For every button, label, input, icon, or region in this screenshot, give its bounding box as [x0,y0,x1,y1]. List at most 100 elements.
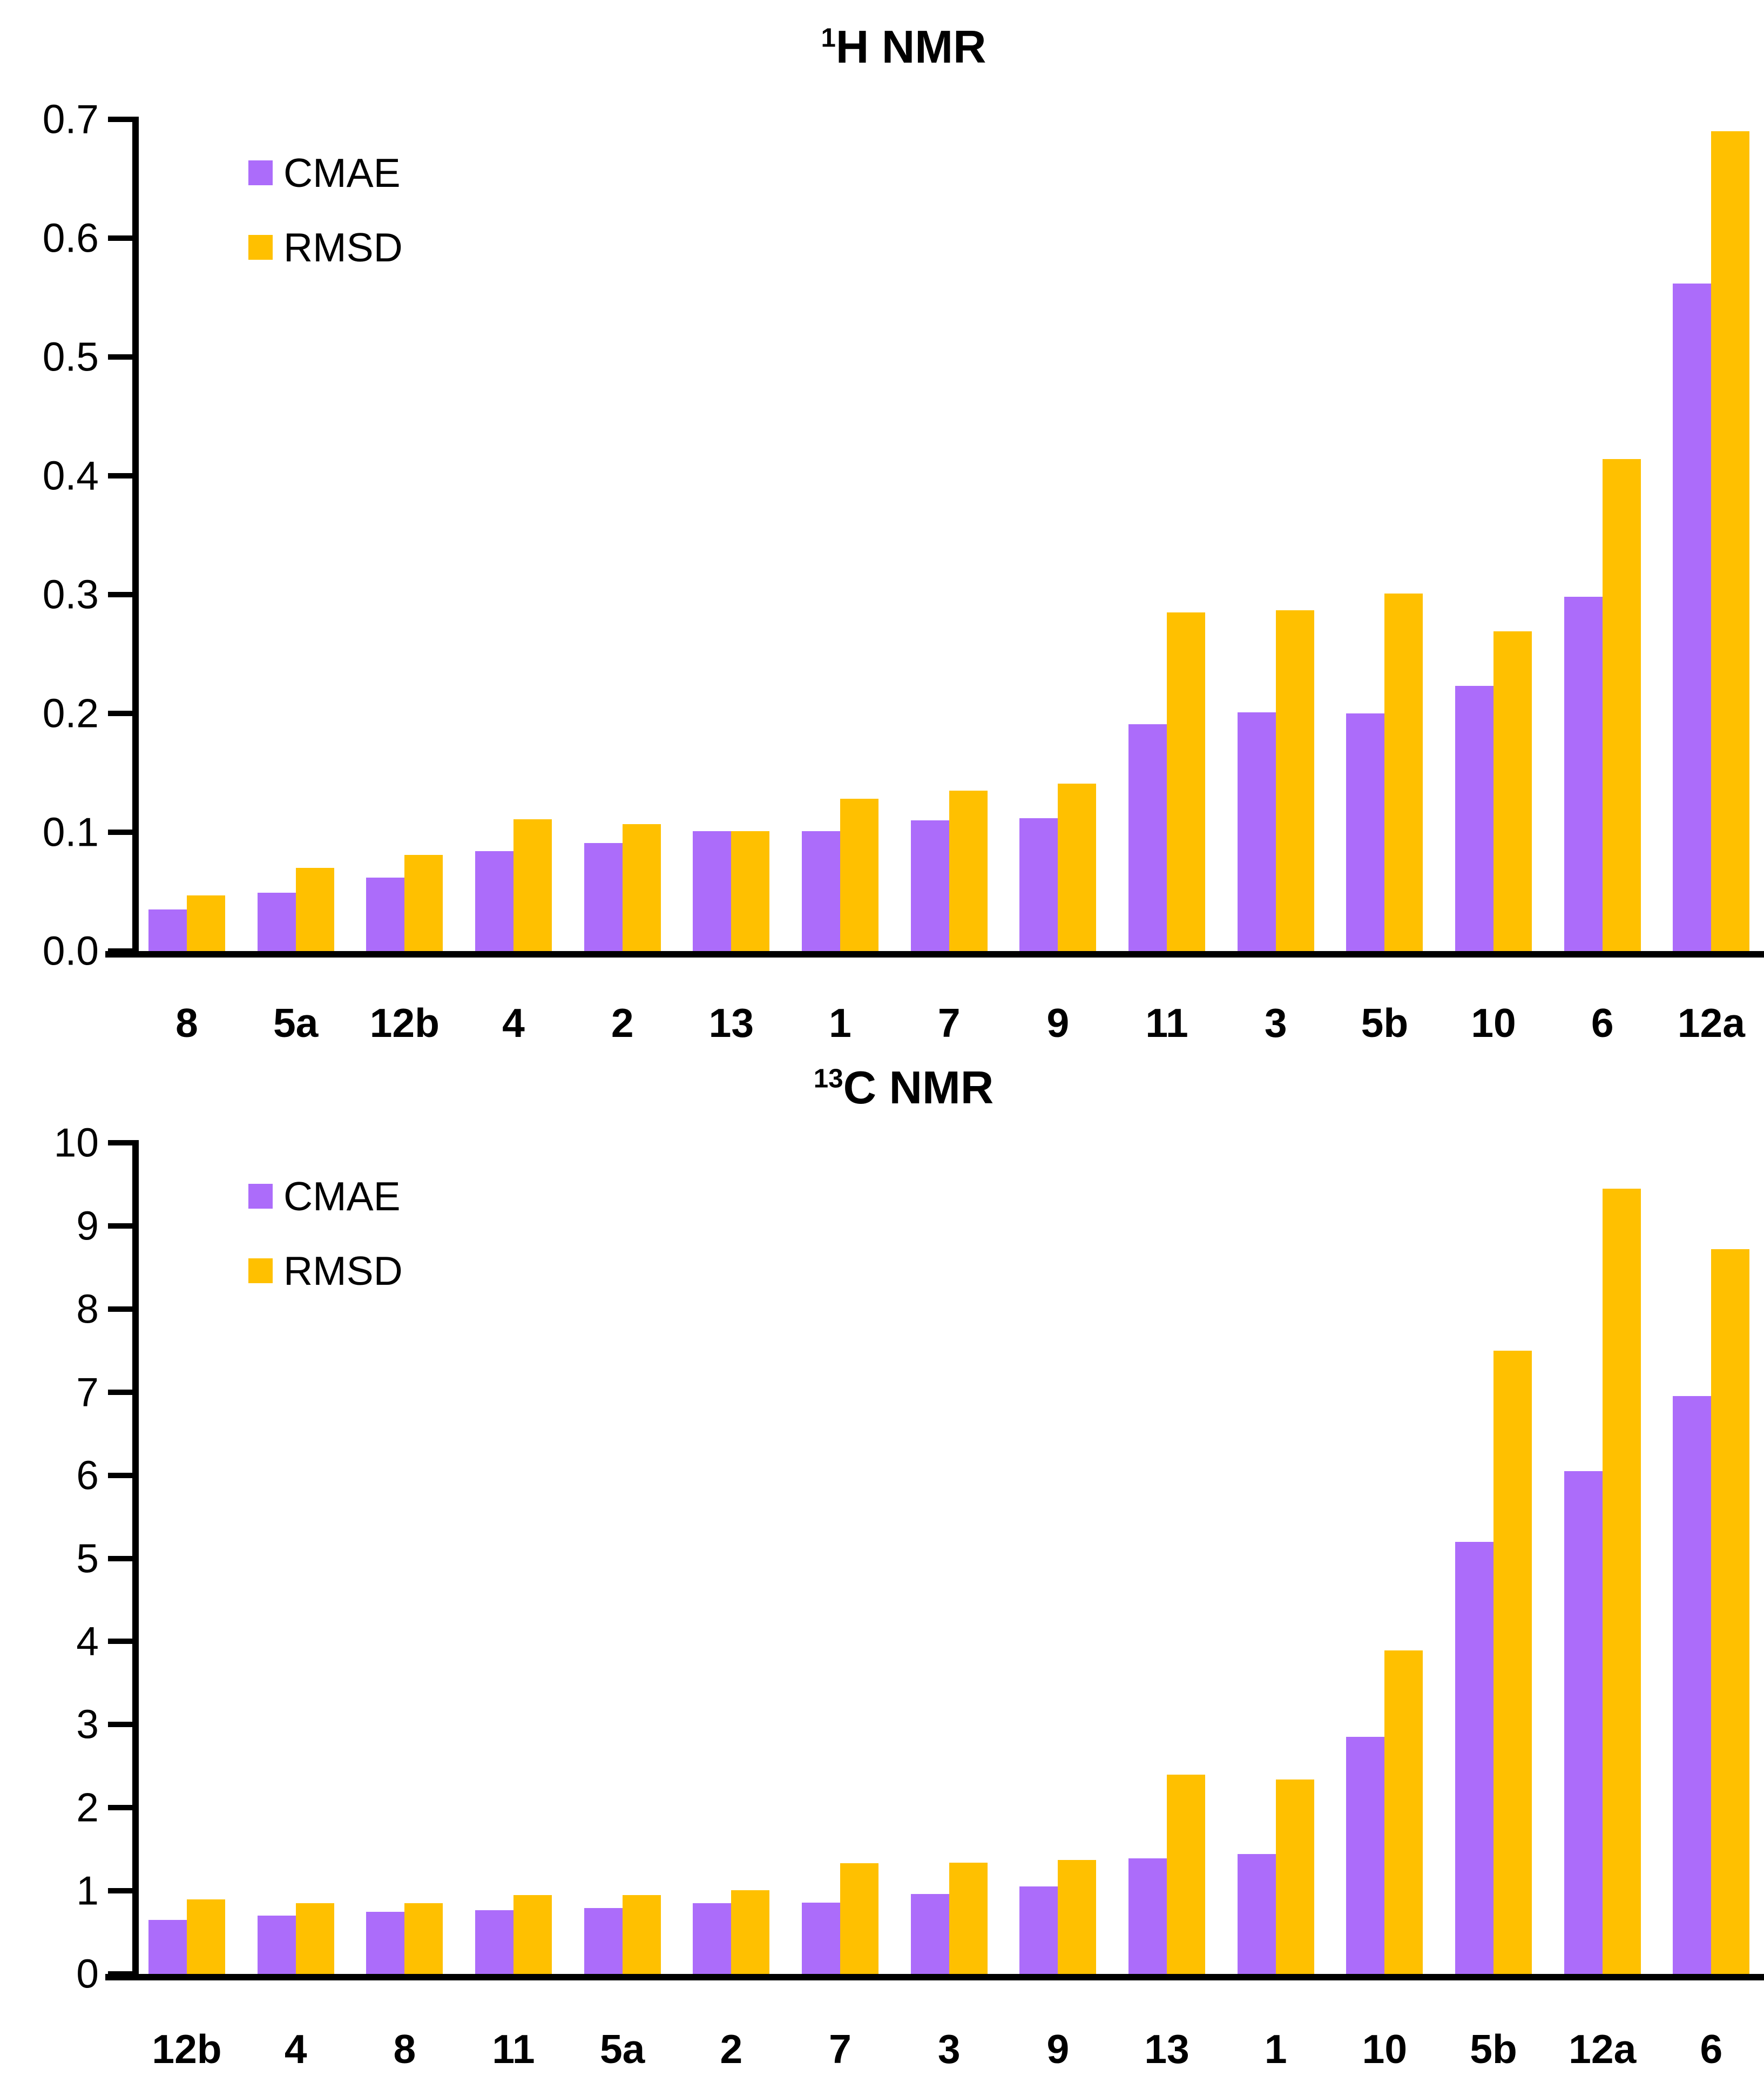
x-category-label: 2 [611,1000,634,1046]
bar-pair [1128,1143,1206,1974]
x-label-slot: 3 [911,2026,1020,2072]
y-tick-label: 0.4 [42,453,99,498]
y-tick [108,830,132,835]
y-tick-label: 5 [76,1535,99,1581]
bar-cmae-13 [693,831,732,951]
bar-cmae-4 [257,1916,296,1974]
bar-rmsd-7 [949,791,988,951]
bar-group [257,1143,367,1974]
bar-cmae-1 [802,831,841,951]
bar-cmae-12b [148,1919,187,1974]
hnmr-chart-title: 1H NMR [22,22,1764,73]
x-category-label: 12a [1677,1000,1745,1046]
y-tick-label: 0.0 [42,928,99,974]
bar-rmsd-3 [949,1862,988,1974]
bar-group [1128,1143,1238,1974]
bar-pair [1673,1143,1750,1974]
bar-rmsd-12a [1602,1188,1641,1974]
x-label-slot: 11 [1128,1000,1238,1046]
x-category-label: 9 [1046,1000,1070,1046]
bar-pair [1019,1143,1097,1974]
legend-item-rmsd: RMSD [248,1248,403,1293]
x-label-slot: 3 [1238,1000,1347,1046]
x-label-slot: 7 [911,1000,1020,1046]
rmsd-swatch-icon [248,234,273,260]
bar-group [1564,1143,1673,1974]
bar-cmae-11 [1128,724,1167,951]
y-tick [108,948,132,954]
x-label-slot: 5b [1346,1000,1455,1046]
x-label-slot: 6 [1673,2026,1764,2072]
x-label-slot: 1 [1238,2026,1347,2072]
y-tick-label: 6 [76,1452,99,1498]
bar-pair [910,1143,988,1974]
bar-cmae-9 [1019,818,1058,951]
x-category-label: 3 [1264,1000,1287,1046]
legend: CMAE RMSD [248,1174,403,1323]
bar-rmsd-8 [404,1903,443,1974]
legend-label-cmae: CMAE [283,150,401,196]
x-category-label: 4 [502,1000,525,1046]
bar-rmsd-12b [404,854,443,951]
y-axis-ticks: 10 9 8 7 6 5 4 3 2 1 0 [54,1122,1764,1994]
y-tick-label: 9 [76,1203,99,1249]
bar-cmae-5a [584,1908,623,1974]
bar-cmae-12a [1564,1471,1603,1974]
bar-cmae-2 [693,1903,732,1974]
bar-group [1564,119,1673,951]
bar-rmsd-4 [513,819,552,951]
bar-pair [584,119,661,951]
y-tick-label: 0 [76,1951,99,1997]
x-label-slot: 1 [802,1000,911,1046]
bar-pair [1128,119,1206,951]
bar-rmsd-12a [1711,131,1750,951]
x-category-label: 8 [393,2026,416,2072]
y-tick [108,473,132,478]
bar-pair [1237,119,1314,951]
bar-rmsd-11 [513,1895,552,1974]
bar-group [1237,119,1347,951]
title-text: C NMR [843,1062,994,1114]
bar-pair [475,1143,552,1974]
x-label-slot: 13 [1128,2026,1238,2072]
x-label-slot: 5b [1455,2026,1564,2072]
legend: CMAE RMSD [248,151,403,299]
title-superscript: 1 [821,23,836,53]
x-label-slot: 12a [1564,2026,1673,2072]
bar-rmsd-8 [187,895,225,951]
bar-rmsd-5a [622,1895,661,1974]
bar-cmae-8 [366,1911,405,1974]
plot-area: 0.7 0.6 0.5 0.4 0.3 0.2 0.1 0.0 CMAE RMSD [43,99,1764,971]
bar-group [802,119,911,951]
x-category-label: 13 [708,1000,754,1046]
y-tick-label: 2 [76,1784,99,1830]
x-label-slot: 12b [148,2026,258,2072]
bar-pair [1346,1143,1423,1974]
x-label-slot: 12a [1673,1000,1764,1046]
cnmr-chart: 13C NMR 10 9 8 7 6 5 4 3 2 1 0 CMAE RMSD 12b 4 8 11 5a… [22,1042,1764,2076]
x-label-slot: 6 [1564,1000,1673,1046]
x-label-slot: 8 [366,2026,475,2072]
bar-group [366,1143,475,1974]
x-axis-labels: 12b 4 8 11 5a 2 7 3 9 13 1 10 5b 12a 6 [148,2026,1764,2072]
bar-rmsd-2 [731,1890,770,1974]
bar-rmsd-6 [1602,459,1641,951]
bar-pair [366,1143,443,1974]
x-label-slot: 7 [802,2026,911,2072]
x-label-slot: 9 [1019,2026,1128,2072]
x-category-label: 1 [829,1000,851,1046]
bar-group [1455,1143,1564,1974]
bar-cmae-6 [1673,1396,1712,1974]
y-tick [108,1722,132,1728]
bar-group [1019,119,1128,951]
y-axis-line [132,1140,139,1974]
bar-cmae-5a [257,893,296,951]
x-category-label: 8 [175,1000,198,1046]
bar-pair [1673,119,1750,951]
bars-region [148,119,1764,951]
cmae-swatch-icon [248,160,273,186]
bar-cmae-7 [802,1902,841,1974]
bar-group [1237,1143,1347,1974]
x-category-label: 10 [1471,1000,1516,1046]
